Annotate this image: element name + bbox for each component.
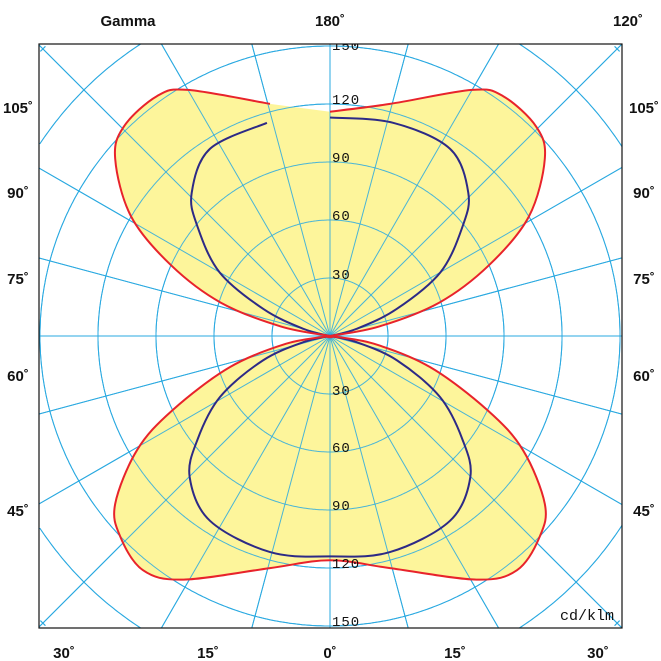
red-curve-upper bbox=[113, 88, 547, 339]
grid-spoke bbox=[329, 335, 622, 628]
grid-spoke bbox=[160, 44, 331, 337]
right-angle-label: 60˚ bbox=[633, 368, 655, 385]
radial-tick-label: 90 bbox=[332, 499, 351, 515]
bottom-angle-label: 0˚ bbox=[323, 645, 336, 661]
grid-spoke bbox=[251, 44, 331, 337]
radial-tick-label: 60 bbox=[332, 441, 351, 457]
grid-spoke bbox=[39, 335, 331, 505]
radial-tick-label: 30 bbox=[332, 268, 351, 284]
right-angle-label: 45˚ bbox=[633, 503, 655, 520]
grid-ring bbox=[39, 527, 141, 628]
top-angle-label-180: 180˚ bbox=[315, 13, 345, 30]
left-angle-label: 90˚ bbox=[7, 185, 29, 202]
grid-spoke bbox=[39, 167, 331, 337]
left-angle-label: 60˚ bbox=[7, 368, 29, 385]
gamma-title: Gamma bbox=[100, 13, 156, 30]
radial-tick-label: 60 bbox=[332, 209, 351, 225]
grid-spoke bbox=[329, 44, 622, 337]
top-angle-label-120: 120˚ bbox=[613, 13, 643, 30]
bottom-angle-label: 15˚ bbox=[444, 645, 466, 661]
red-curve-lower bbox=[113, 335, 547, 581]
grid-spoke bbox=[39, 257, 331, 337]
blue-curve-lower bbox=[188, 335, 472, 558]
left-angle-label: 45˚ bbox=[7, 503, 29, 520]
unit-label: cd/klm bbox=[560, 608, 614, 625]
grid-spoke bbox=[329, 335, 409, 628]
grid-ring bbox=[39, 44, 141, 145]
radial-tick-label: 120 bbox=[332, 93, 360, 109]
grid-spoke bbox=[39, 335, 331, 628]
right-angle-label: 105˚ bbox=[629, 100, 659, 117]
left-angle-label: 105˚ bbox=[3, 100, 33, 117]
radial-tick-label: 150 bbox=[332, 615, 360, 631]
bottom-angle-label: 30˚ bbox=[53, 645, 75, 661]
left-angle-label: 75˚ bbox=[7, 271, 29, 288]
radial-tick-label: 30 bbox=[332, 384, 351, 400]
grid-spoke bbox=[39, 44, 331, 337]
bottom-angle-label: 30˚ bbox=[587, 645, 609, 661]
plot-frame bbox=[38, 43, 623, 629]
bottom-angle-label: 15˚ bbox=[197, 645, 219, 661]
grid-spoke bbox=[329, 44, 409, 337]
grid-spoke bbox=[251, 335, 331, 628]
polar-grid-overlay bbox=[39, 44, 622, 628]
grid-spoke bbox=[329, 335, 622, 415]
grid-spoke bbox=[329, 257, 622, 337]
grid-spoke bbox=[329, 44, 500, 337]
radial-tick-label: 150 bbox=[332, 39, 360, 55]
right-angle-label: 75˚ bbox=[633, 271, 655, 288]
grid-spoke bbox=[39, 335, 331, 415]
radial-tick-label: 90 bbox=[332, 151, 351, 167]
right-angle-label: 90˚ bbox=[633, 185, 655, 202]
grid-spoke bbox=[329, 166, 622, 337]
radial-tick-label: 120 bbox=[332, 557, 360, 573]
grid-spoke bbox=[329, 335, 622, 506]
